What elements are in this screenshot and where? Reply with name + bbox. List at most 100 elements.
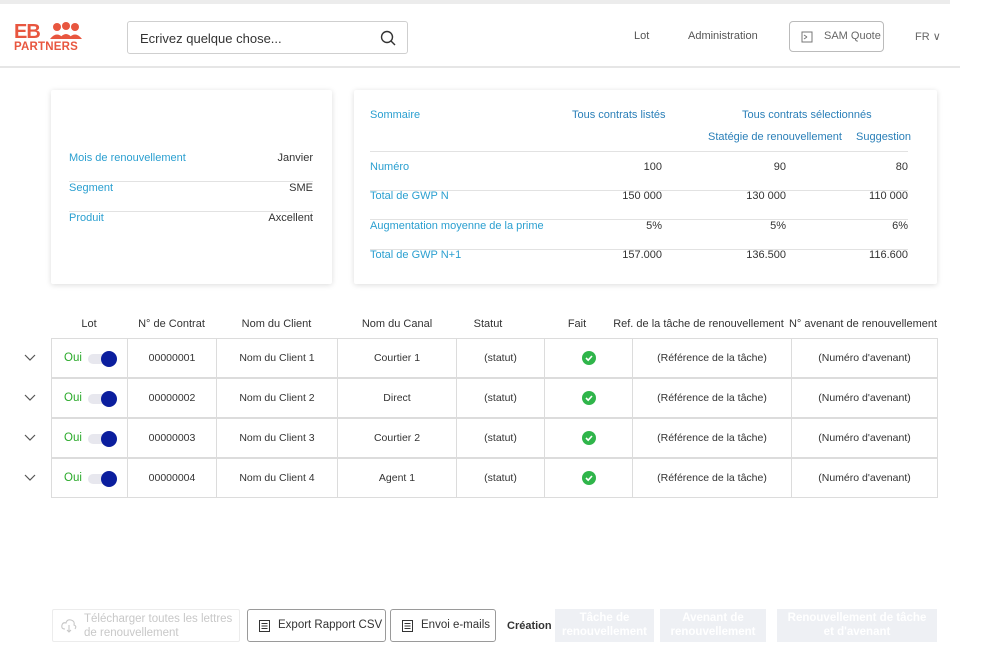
info-value: Janvier [277, 152, 313, 164]
info-row: Segment SME [69, 182, 313, 212]
people-icon [50, 22, 82, 39]
lot-cell: Oui [51, 458, 128, 498]
download-letters-label: Télécharger toutes les lettres de renouve… [84, 613, 233, 639]
summary-suggestion: 110 000 [869, 190, 908, 202]
endorsement-cell: (Numéro d'avenant) [791, 418, 938, 458]
col-header-task-ref[interactable]: Ref. de la tâche de renouvellement [613, 318, 784, 330]
lot-toggle[interactable] [88, 391, 118, 407]
info-value: SME [289, 182, 313, 194]
lot-cell: Oui [51, 378, 128, 418]
summary-row: Total de GWP N+1 157.000 136.500 116.600 [370, 249, 908, 279]
export-csv-button[interactable]: Export Rapport CSV [247, 609, 386, 642]
done-cell [544, 418, 633, 458]
lot-value: Oui [64, 392, 82, 404]
create-task-and-endorsement-button[interactable]: Renouvellement de tâche et d'avenant [777, 609, 937, 642]
col-header-endorsement[interactable]: N° avenant de renouvellement [788, 318, 938, 330]
channel-cell: Courtier 2 [337, 418, 457, 458]
done-cell [544, 458, 633, 498]
contract-cell: 00000004 [127, 458, 217, 498]
summary-label: Total de GWP N [370, 190, 449, 202]
chevron-down-icon[interactable] [23, 353, 37, 363]
table-row: Oui 00000003 Nom du Client 3 Courtier 2 (sta… [51, 418, 938, 458]
summary-all: 150 000 [622, 190, 662, 202]
summary-strategy: 5% [770, 220, 786, 232]
client-value: Nom du Client 2 [239, 392, 315, 404]
check-circle-icon [581, 391, 596, 405]
top-scroll-strip [0, 0, 950, 4]
chevron-down-icon[interactable] [23, 433, 37, 443]
summary-all: 5% [646, 220, 662, 232]
create-task-button[interactable]: Tâche de renouvellement [555, 609, 654, 642]
logo-subtext: PARTNERS [14, 41, 79, 53]
col-header-channel[interactable]: Nom du Canal [361, 318, 433, 330]
cloud-download-icon [61, 619, 77, 633]
client-cell: Nom du Client 2 [216, 378, 338, 418]
contract-cell: 00000002 [127, 378, 217, 418]
table-row: Oui 00000002 Nom du Client 2 Direct (statut)… [51, 378, 938, 418]
info-value: Axcellent [268, 212, 313, 224]
status-cell: (statut) [456, 378, 545, 418]
logo[interactable]: EB PARTNERS [14, 22, 84, 56]
client-cell: Nom du Client 3 [216, 418, 338, 458]
client-value: Nom du Client 1 [239, 352, 315, 364]
nav-administration[interactable]: Administration [688, 30, 758, 42]
summary-label: Total de GWP N+1 [370, 249, 462, 261]
endorsement-value: (Numéro d'avenant) [818, 392, 911, 404]
language-selector[interactable]: FR ∨ [915, 31, 941, 43]
summary-strategy: 136.500 [746, 249, 786, 261]
lot-toggle[interactable] [88, 471, 118, 487]
toggle-knob [101, 431, 117, 447]
lot-toggle[interactable] [88, 431, 118, 447]
contract-cell: 00000001 [127, 338, 217, 378]
create-endorsement-button[interactable]: Avenant de renouvellement [660, 609, 766, 642]
search-icon[interactable] [379, 29, 397, 47]
contract-value: 00000004 [148, 472, 196, 484]
summary-suggestion: 116.600 [869, 249, 908, 261]
lot-value: Oui [64, 352, 82, 364]
lot-value: Oui [64, 432, 82, 444]
document-icon [402, 620, 413, 632]
renewal-info-card: Mois de renouvellement Janvier Segment S… [51, 90, 332, 284]
sam-quote-button[interactable]: SAM Quote [789, 21, 884, 52]
col-header-done[interactable]: Fait [567, 318, 587, 330]
chevron-down-icon[interactable] [23, 473, 37, 483]
info-key: Produit [69, 212, 104, 224]
status-value: (statut) [484, 472, 517, 484]
col-header-status[interactable]: Statut [473, 318, 503, 330]
summary-col-suggestion: Suggestion [856, 131, 912, 143]
logo-text: EB [14, 21, 41, 43]
download-letters-button[interactable]: Télécharger toutes les lettres de renouve… [52, 609, 240, 642]
send-emails-button[interactable]: Envoi e-mails [390, 609, 496, 642]
search-input[interactable]: Ecrivez quelque chose... [127, 21, 408, 54]
task-ref-value: (Référence de la tâche) [657, 472, 767, 484]
summary-row: Augmentation moyenne de la prime 5% 5% 6… [370, 220, 908, 250]
client-value: Nom du Client 4 [239, 472, 315, 484]
col-header-contract[interactable]: N° de Contrat [138, 318, 205, 330]
sam-quote-label: SAM Quote [824, 30, 881, 42]
header: EB PARTNERS Ecrivez quelque chose... Lot… [0, 4, 960, 68]
status-value: (statut) [484, 392, 517, 404]
summary-strategy: 130 000 [746, 190, 786, 202]
task-ref-cell: (Référence de la tâche) [632, 418, 792, 458]
summary-card: Sommaire Tous contrats listés Tous contr… [354, 90, 937, 284]
info-key: Segment [69, 182, 114, 194]
contract-value: 00000003 [148, 432, 196, 444]
nav-lot[interactable]: Lot [634, 30, 650, 42]
search-placeholder: Ecrivez quelque chose... [140, 31, 282, 46]
status-value: (statut) [484, 432, 517, 444]
endorsement-value: (Numéro d'avenant) [818, 472, 911, 484]
task-ref-value: (Référence de la tâche) [657, 352, 767, 364]
task-ref-cell: (Référence de la tâche) [632, 378, 792, 418]
chevron-down-icon[interactable] [23, 393, 37, 403]
channel-value: Direct [383, 392, 411, 404]
summary-strategy: 90 [773, 161, 786, 173]
col-header-client[interactable]: Nom du Client [241, 318, 312, 330]
summary-col-all: Tous contrats listés [572, 109, 666, 121]
col-header-lot[interactable]: Lot [81, 318, 97, 330]
toggle-knob [101, 471, 117, 487]
export-csv-label: Export Rapport CSV [278, 619, 383, 631]
status-cell: (statut) [456, 338, 545, 378]
lot-toggle[interactable] [88, 351, 118, 367]
document-icon [259, 620, 270, 632]
